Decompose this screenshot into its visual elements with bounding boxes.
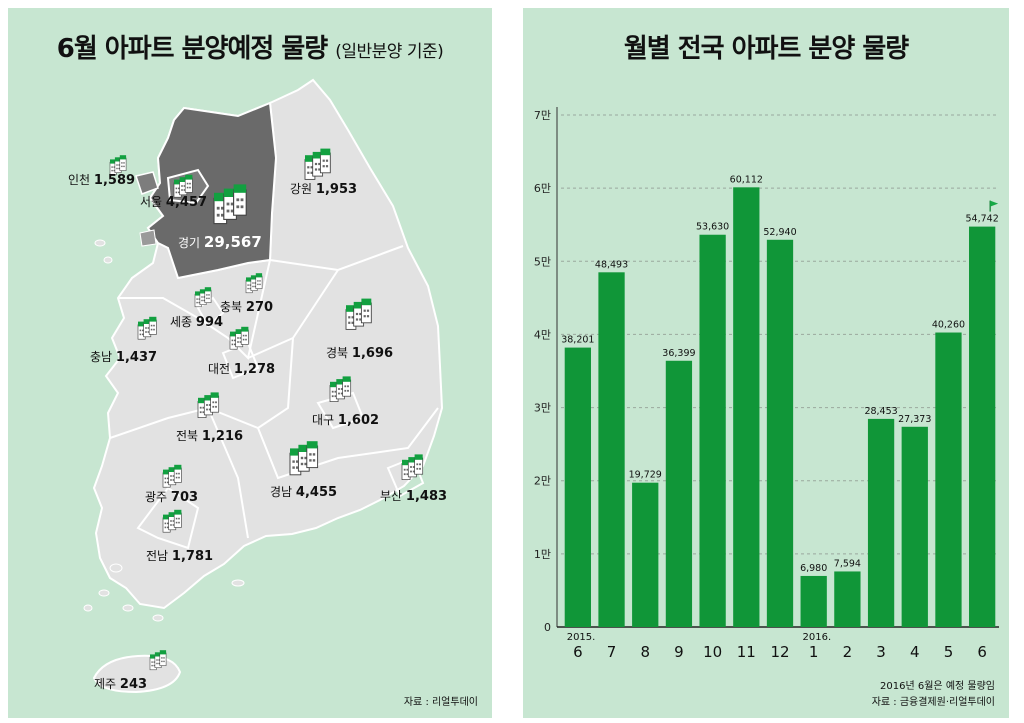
bar-value-label: 40,260 — [932, 320, 965, 331]
bar — [766, 239, 794, 627]
label-sejong: 세종 994 — [170, 315, 224, 330]
building-icon — [109, 155, 127, 176]
building-icon — [229, 326, 249, 350]
korea-map — [83, 78, 444, 694]
bar-value-label: 28,453 — [864, 406, 897, 417]
bar-chart: 0 1만 2만 3만 4만 5만 6만 7만 38,201 6 48,493 7 19,729 8 36,3… — [534, 107, 999, 661]
map-source: 자료 : 리얼투데이 — [403, 697, 478, 708]
bar — [564, 347, 591, 627]
bar — [800, 575, 827, 627]
y-tick-label: 0 — [544, 621, 551, 634]
label-jeonbuk: 전북 1,216 — [176, 429, 244, 444]
bar-value-label: 52,940 — [763, 227, 796, 238]
bar — [867, 418, 895, 627]
building-icon — [401, 454, 424, 480]
y-tick-label: 1만 — [534, 548, 551, 561]
label-gyeongnam: 경남 4,455 — [270, 485, 338, 500]
x-tick-label: 7 — [607, 643, 617, 661]
bar-value-label: 48,493 — [595, 259, 628, 270]
building-icon — [173, 174, 193, 198]
label-chungbuk: 충북 270 — [220, 300, 274, 315]
x-tick-label: 4 — [910, 643, 920, 661]
building-icon — [197, 392, 220, 418]
bar-value-label: 53,630 — [696, 222, 729, 233]
x-tick-label: 3 — [876, 643, 886, 661]
y-tick-label: 2만 — [534, 475, 551, 488]
x-tick-label: 9 — [674, 643, 684, 661]
bar-value-label: 36,399 — [662, 348, 695, 359]
label-gwangju: 광주 703 — [145, 490, 199, 505]
year-label: 2015. — [567, 632, 596, 643]
map-title-note: (일반분양 기준) — [335, 42, 444, 62]
x-tick-label: 8 — [640, 643, 650, 661]
x-tick-label: 1 — [809, 643, 819, 661]
y-tick-label: 5만 — [534, 255, 551, 268]
bar-value-label: 27,373 — [898, 414, 931, 425]
x-tick-label: 6 — [573, 643, 583, 661]
islands — [83, 239, 245, 622]
label-incheon: 인천 1,589 — [68, 173, 136, 188]
year-label: 2016. — [803, 632, 832, 643]
label-gyeonggi: 경기 29,567 — [178, 233, 262, 251]
x-tick-label: 2 — [843, 643, 853, 661]
building-icon — [162, 509, 182, 533]
label-jeju: 제주 243 — [94, 677, 148, 692]
building-icon — [213, 184, 247, 225]
bar — [733, 187, 760, 627]
bar-value-label: 54,742 — [966, 214, 999, 225]
map-panel: 6월 아파트 분양예정 물량 (일반분양 기준) 인천 1,589 서울 4,4… — [8, 8, 492, 718]
x-tick-label: 11 — [737, 643, 756, 661]
bar-value-label: 38,201 — [561, 335, 594, 346]
building-icons — [109, 148, 424, 671]
bar-value-label: 60,112 — [730, 174, 763, 185]
label-seoul: 서울 4,457 — [140, 195, 208, 210]
bar — [901, 426, 928, 627]
map-title: 6월 아파트 분양예정 물량 (일반분양 기준) — [8, 28, 492, 65]
bar — [699, 234, 726, 627]
x-tick-label: 5 — [944, 643, 954, 661]
chart-panel: 월별 전국 아파트 분양 물량 0 1만 2만 3만 4만 5만 6만 7만 38,201 6 48… — [523, 8, 1009, 718]
label-jeonnam: 전남 1,781 — [146, 549, 214, 564]
building-icon — [345, 298, 372, 330]
label-gangwon: 강원 1,953 — [290, 182, 358, 197]
y-tick-label: 3만 — [534, 402, 551, 415]
label-daegu: 대구 1,602 — [312, 413, 380, 428]
building-icon — [289, 441, 319, 476]
bar — [665, 360, 693, 627]
building-icon — [162, 464, 182, 488]
y-tick-label: 4만 — [534, 328, 551, 341]
bar — [935, 332, 962, 627]
building-icon — [149, 650, 167, 671]
y-tick-label: 7만 — [534, 109, 551, 122]
label-chungnam: 충남 1,437 — [90, 350, 158, 365]
building-icon — [137, 316, 157, 340]
building-icon — [329, 376, 352, 402]
flag-icon — [990, 200, 999, 207]
label-busan: 부산 1,483 — [380, 489, 448, 504]
bar — [834, 571, 861, 627]
bar — [632, 482, 659, 627]
chart-title: 월별 전국 아파트 분양 물량 — [623, 34, 909, 64]
label-gyeongbuk: 경북 1,696 — [326, 346, 394, 361]
bar — [969, 226, 996, 627]
x-tick-label: 10 — [703, 643, 722, 661]
chart-source: 자료 : 금융결제원·리얼투데이 — [871, 697, 995, 708]
gyeonggi-shape — [146, 101, 278, 280]
building-icon — [245, 273, 263, 294]
bar — [598, 272, 625, 627]
y-tick-label: 6만 — [534, 182, 551, 195]
label-daejeon: 대전 1,278 — [208, 362, 276, 377]
x-tick-label: 12 — [770, 643, 789, 661]
incheon-shape — [135, 171, 159, 195]
building-icon — [304, 148, 331, 180]
building-icon — [194, 287, 212, 308]
map-title-text: 6월 아파트 분양예정 물량 — [56, 34, 328, 64]
chart-note: 2016년 6월은 예정 물량임 — [880, 681, 995, 692]
bar-value-label: 6,980 — [800, 563, 827, 574]
bar-value-label: 19,729 — [629, 470, 662, 481]
x-tick-label: 6 — [977, 643, 987, 661]
bar-value-label: 7,594 — [834, 558, 861, 569]
